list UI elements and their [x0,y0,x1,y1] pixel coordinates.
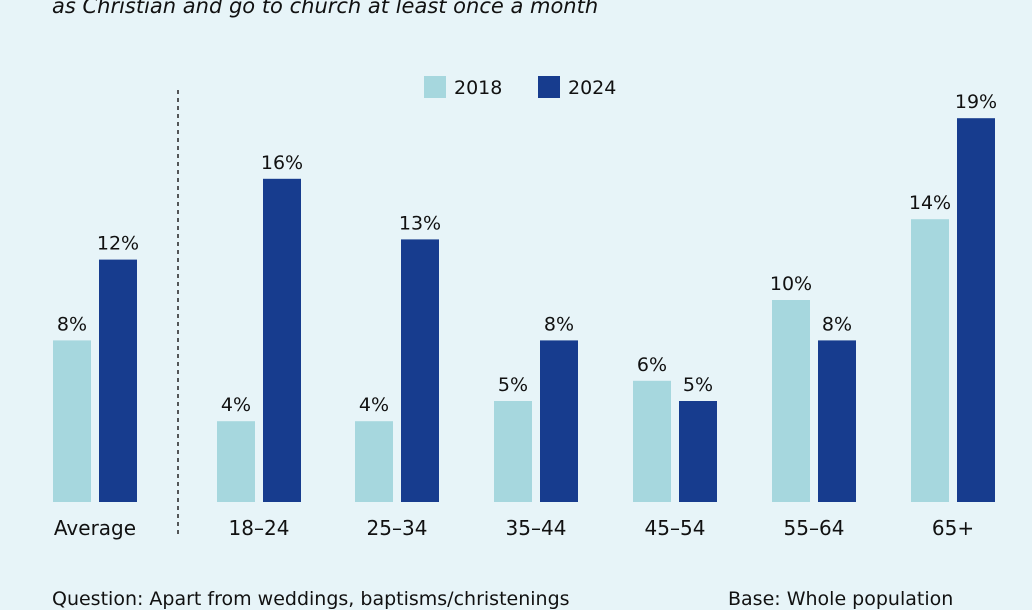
bar-25-34-2024 [401,239,439,502]
legend-label-2024: 2024 [568,77,616,99]
category-label-35-44: 35–44 [506,516,567,540]
bar-65-2024 [957,118,995,502]
category-label-55-64: 55–64 [784,516,845,540]
category-label-45-54: 45–54 [645,516,706,540]
data-label-average-2018: 8% [57,313,87,335]
bar-average-2018 [53,340,91,502]
bar-18-24-2024 [263,179,301,502]
bar-35-44-2024 [540,340,578,502]
bar-55-64-2024 [818,340,856,502]
bar-average-2024 [99,260,137,502]
category-label-average: Average [54,516,136,540]
data-label-25-34-2024: 13% [399,212,441,234]
data-label-25-34-2018: 4% [359,394,389,416]
legend-label-2018: 2018 [454,77,502,99]
data-label-45-54-2018: 6% [637,354,667,376]
category-label-65: 65+ [932,516,974,540]
bar-45-54-2018 [633,381,671,502]
bar-25-34-2018 [355,421,393,502]
data-label-65-2018: 14% [909,192,951,214]
data-label-55-64-2018: 10% [770,273,812,295]
data-label-average-2024: 12% [97,233,139,255]
bar-35-44-2018 [494,401,532,502]
data-label-35-44-2018: 5% [498,374,528,396]
footnote-question: Question: Apart from weddings, baptisms/… [52,588,570,610]
legend-swatch-2018 [424,76,446,98]
data-label-18-24-2024: 16% [261,152,303,174]
bar-55-64-2018 [772,300,810,502]
data-label-55-64-2024: 8% [822,313,852,335]
data-label-35-44-2024: 8% [544,313,574,335]
legend-swatch-2024 [538,76,560,98]
data-label-45-54-2024: 5% [683,374,713,396]
category-label-18-24: 18–24 [229,516,290,540]
footnote-base: Base: Whole population [728,588,953,610]
bar-65-2018 [911,219,949,502]
bar-45-54-2024 [679,401,717,502]
category-label-25-34: 25–34 [367,516,428,540]
data-label-18-24-2018: 4% [221,394,251,416]
data-label-65-2024: 19% [955,91,997,113]
bar-18-24-2018 [217,421,255,502]
